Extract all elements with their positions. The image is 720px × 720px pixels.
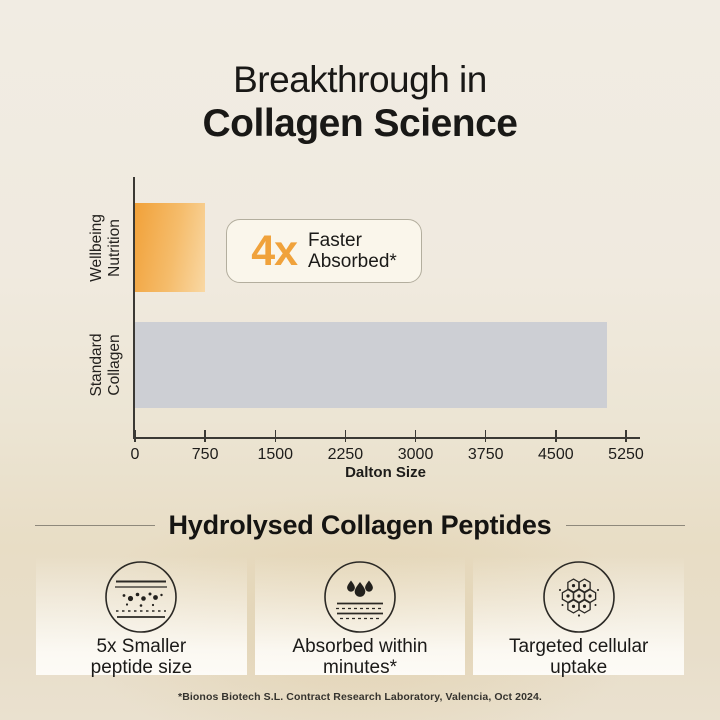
x-axis-title: Dalton Size bbox=[345, 464, 426, 481]
y-label-line: Standard bbox=[88, 333, 105, 397]
tick-label: 3750 bbox=[467, 446, 504, 463]
y-axis-label-wellbeing-nutrition: Wellbeing Nutrition bbox=[88, 214, 124, 282]
heading-rule-left bbox=[35, 525, 155, 526]
cellular-uptake-icon bbox=[542, 561, 615, 633]
y-axis-label-standard-collagen: Standard Collagen bbox=[88, 334, 124, 397]
tick-mark bbox=[414, 430, 417, 442]
tick-mark bbox=[344, 430, 347, 442]
heading-rule-right bbox=[565, 525, 685, 526]
tick-label: 1500 bbox=[257, 446, 294, 463]
tick-label: 0 bbox=[130, 446, 140, 463]
tick-label: 2250 bbox=[327, 446, 364, 463]
feature-caption-line-1: 5x Smaller bbox=[96, 636, 187, 657]
title-line-1: Breakthrough in bbox=[233, 59, 487, 100]
tick-mark bbox=[134, 430, 136, 442]
page-title: Breakthrough in Collagen Science bbox=[0, 58, 720, 146]
bar-standard-collagen bbox=[135, 322, 608, 408]
feature-caption-line-2: uptake bbox=[550, 657, 608, 678]
feature-caption-line-1: Absorbed within bbox=[292, 636, 428, 657]
tick-mark bbox=[274, 430, 277, 442]
section-heading-text: Hydrolysed Collagen Peptides bbox=[168, 510, 552, 540]
title-line-2: Collagen Science bbox=[202, 102, 518, 145]
y-label-line: Nutrition bbox=[106, 219, 123, 277]
tick-mark bbox=[204, 430, 206, 442]
absorption-icon bbox=[324, 561, 396, 633]
section-heading: Hydrolysed Collagen Peptides bbox=[35, 510, 685, 541]
tick-label: 4500 bbox=[538, 446, 574, 463]
footnote: *Bionos Biotech S.L. Contract Research L… bbox=[178, 691, 542, 703]
badge-text-line-2: Absorbed* bbox=[308, 251, 397, 272]
faster-absorbed-badge: 4x Faster Absorbed* bbox=[226, 219, 422, 283]
feature-caption-line-2: minutes* bbox=[323, 657, 397, 678]
peptide-size-icon bbox=[105, 561, 178, 633]
feature-caption: Targeted cellular uptake bbox=[509, 636, 648, 678]
y-label-line: Collagen bbox=[106, 334, 123, 396]
y-label-line: Wellbeing bbox=[88, 214, 105, 282]
feature-card-absorption: Absorbed within minutes* bbox=[254, 556, 466, 678]
badge-text: Faster Absorbed* bbox=[308, 230, 397, 272]
feature-caption: Absorbed within minutes* bbox=[292, 636, 427, 678]
tick-mark bbox=[484, 430, 487, 442]
badge-multiplier: 4x bbox=[251, 226, 298, 275]
tick-label: 3000 bbox=[397, 446, 434, 463]
badge-text-line-1: Faster bbox=[308, 230, 362, 251]
feature-card-peptide-size: 5x Smaller peptide size bbox=[36, 556, 247, 678]
tick-label: 750 bbox=[191, 446, 219, 463]
tick-mark bbox=[625, 430, 627, 442]
feature-caption-line-1: Targeted cellular bbox=[508, 636, 649, 657]
feature-caption: 5x Smaller peptide size bbox=[91, 636, 192, 678]
feature-card-cellular-uptake: Targeted cellular uptake bbox=[473, 556, 685, 678]
bar-wellbeing-nutrition bbox=[135, 203, 206, 292]
features-row: 5x Smaller peptide size Absorbed within … bbox=[36, 556, 685, 678]
tick-mark bbox=[555, 430, 557, 442]
feature-caption-line-2: peptide size bbox=[90, 657, 193, 678]
dalton-size-bar-chart: 4x Faster Absorbed* 0 750 1500 2250 3000… bbox=[131, 177, 644, 463]
tick-label: 5250 bbox=[608, 446, 644, 463]
